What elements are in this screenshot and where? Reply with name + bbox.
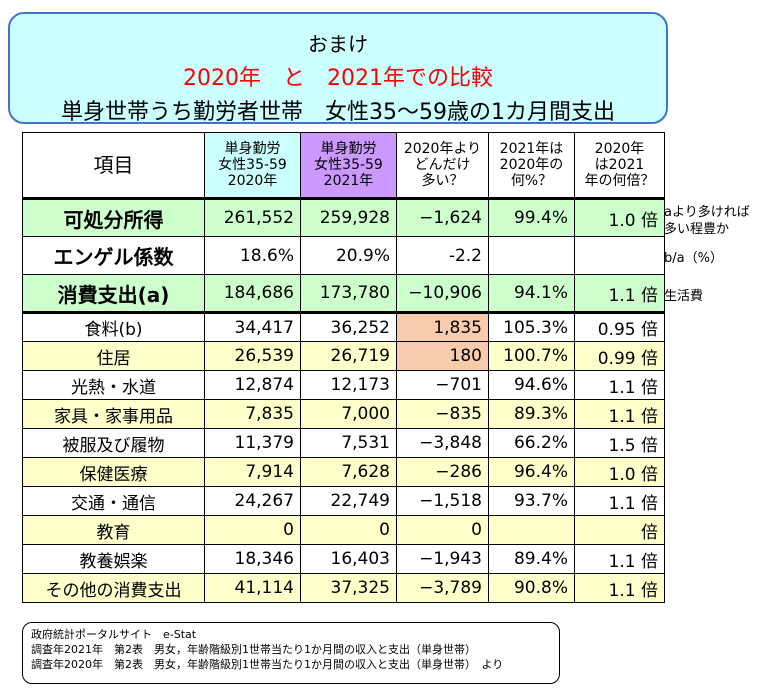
header-2020: 単身勤労 女性35-59 2020年: [204, 132, 301, 199]
source-line: 政府統計ポータルサイト e-Stat: [31, 628, 197, 641]
note-engel: b/a（%）: [664, 251, 723, 266]
comparison-table: 項目 単身勤労 女性35-59 2020年 単身勤労 女性35-59 2021年 202…: [22, 132, 665, 603]
table-row: 住居 26,539 26,719 180 100.7% 0.99 倍: [22, 341, 665, 371]
header-row: 項目 単身勤労 女性35-59 2020年 単身勤労 女性35-59 2021年 202…: [22, 132, 665, 199]
table-row: 食料(b) 34,417 36,252 1,835 105.3% 0.95 倍: [22, 312, 665, 342]
source-line: 調査年2020年 第2表 男女，年齢階級別1世帯当たり1か月間の収入と支出（単身…: [31, 658, 504, 671]
table-row: 被服及び履物 11,379 7,531 −3,848 66.2% 1.5 倍: [22, 428, 665, 458]
header-diff: 2020年より どんだけ 多い？: [396, 132, 489, 199]
source-line: 調査年2021年 第2表 男女，年齢階級別1世帯当たり1か月間の収入と支出（単身…: [31, 643, 476, 656]
table-row: 光熱・水道 12,874 12,173 −701 94.6% 1.1 倍: [22, 370, 665, 400]
title-line3: 単身世帯うち勤労者世帯 女性35〜59歳の1カ月間支出: [61, 100, 615, 125]
header-item: 項目: [22, 132, 205, 199]
table-row: 家具・家事用品 7,835 7,000 −835 89.3% 1.1 倍: [22, 399, 665, 429]
table-row: 保健医療 7,914 7,628 −286 96.4% 1.0 倍: [22, 457, 665, 487]
title-line2: 2020年 と 2021年での比較: [183, 66, 493, 91]
table-row: 交通・通信 24,267 22,749 −1,518 93.7% 1.1 倍: [22, 486, 665, 516]
note-income: aより多ければ 多い程豊か: [664, 205, 750, 237]
header-times: 2020年 は2021 年の何倍？: [574, 132, 665, 199]
source-box: 政府統計ポータルサイト e-Stat 調査年2021年 第2表 男女，年齢階級別…: [22, 622, 560, 684]
header-2021: 単身勤労 女性35-59 2021年: [300, 132, 397, 199]
table-row: 消費支出(a) 184,686 173,780 −10,906 94.1% 1.…: [22, 274, 665, 313]
title-box: おまけ 2020年 と 2021年での比較 単身世帯うち勤労者世帯 女性35〜5…: [8, 12, 668, 125]
header-pct: 2021年は 2020年の 何%？: [488, 132, 575, 199]
table-row: 可処分所得 261,552 259,928 −1,624 99.4% 1.0 倍: [22, 198, 665, 237]
table-row: 教養娯楽 18,346 16,403 −1,943 89.4% 1.1 倍: [22, 544, 665, 574]
table-row: その他の消費支出 41,114 37,325 −3,789 90.8% 1.1 …: [22, 573, 665, 603]
title-line1: おまけ: [308, 32, 368, 56]
table-row: 教育 0 0 0 倍: [22, 515, 665, 545]
note-living: 生活費: [664, 289, 704, 304]
table-row: エンゲル係数 18.6% 20.9% -2.2: [22, 236, 665, 275]
